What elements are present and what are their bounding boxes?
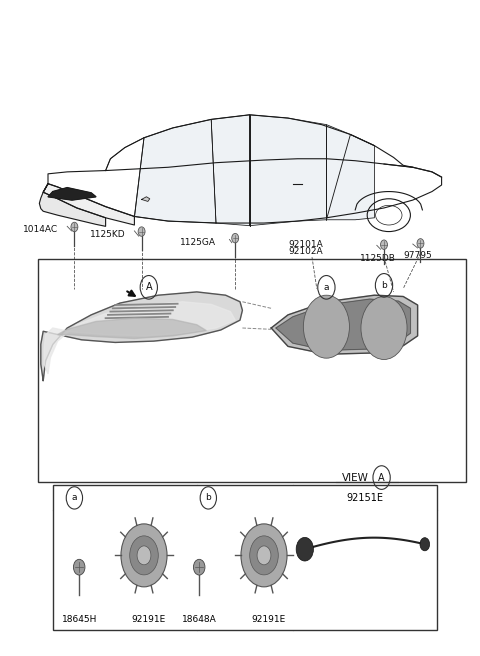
Text: 1125GA: 1125GA — [180, 238, 216, 247]
Text: A: A — [145, 282, 152, 293]
Polygon shape — [41, 292, 242, 380]
Text: 1125KD: 1125KD — [90, 230, 126, 239]
Text: A: A — [378, 472, 385, 483]
Polygon shape — [58, 318, 206, 338]
Text: 92191E: 92191E — [252, 615, 286, 625]
Circle shape — [417, 239, 424, 248]
Circle shape — [374, 315, 394, 341]
Text: 18645H: 18645H — [61, 615, 97, 625]
Circle shape — [361, 297, 407, 359]
Text: b: b — [205, 493, 211, 502]
Polygon shape — [276, 299, 410, 350]
Circle shape — [367, 304, 401, 352]
Circle shape — [250, 536, 278, 575]
Circle shape — [303, 295, 349, 358]
Polygon shape — [142, 197, 150, 201]
Circle shape — [241, 524, 287, 587]
Circle shape — [317, 314, 336, 340]
Circle shape — [232, 234, 239, 243]
Bar — [38, 259, 466, 482]
Circle shape — [121, 524, 167, 587]
Text: 92102A: 92102A — [288, 247, 323, 256]
Text: 92151E: 92151E — [346, 493, 384, 503]
Circle shape — [130, 536, 158, 575]
Circle shape — [138, 227, 145, 236]
Text: b: b — [381, 281, 387, 290]
Text: a: a — [324, 283, 329, 292]
Circle shape — [296, 537, 313, 561]
Polygon shape — [39, 184, 106, 226]
Text: a: a — [72, 493, 77, 502]
Circle shape — [73, 560, 85, 575]
Polygon shape — [134, 119, 216, 223]
Text: 92101A: 92101A — [288, 239, 323, 249]
Polygon shape — [48, 188, 96, 200]
Text: 97795: 97795 — [403, 251, 432, 260]
Polygon shape — [250, 115, 326, 226]
Circle shape — [420, 538, 430, 551]
Polygon shape — [211, 115, 250, 226]
Bar — [53, 485, 437, 630]
Text: 18648A: 18648A — [182, 615, 216, 625]
Circle shape — [257, 546, 271, 565]
Text: VIEW: VIEW — [342, 472, 369, 483]
Circle shape — [137, 546, 151, 565]
Polygon shape — [44, 302, 235, 374]
Circle shape — [193, 560, 205, 575]
Circle shape — [381, 240, 387, 249]
Polygon shape — [43, 184, 134, 225]
Text: 1014AC: 1014AC — [23, 225, 59, 234]
Text: 92191E: 92191E — [132, 615, 166, 625]
Circle shape — [71, 222, 78, 232]
Circle shape — [309, 303, 344, 350]
Polygon shape — [271, 295, 418, 354]
Text: 1125DB: 1125DB — [360, 254, 396, 263]
Polygon shape — [326, 125, 374, 220]
